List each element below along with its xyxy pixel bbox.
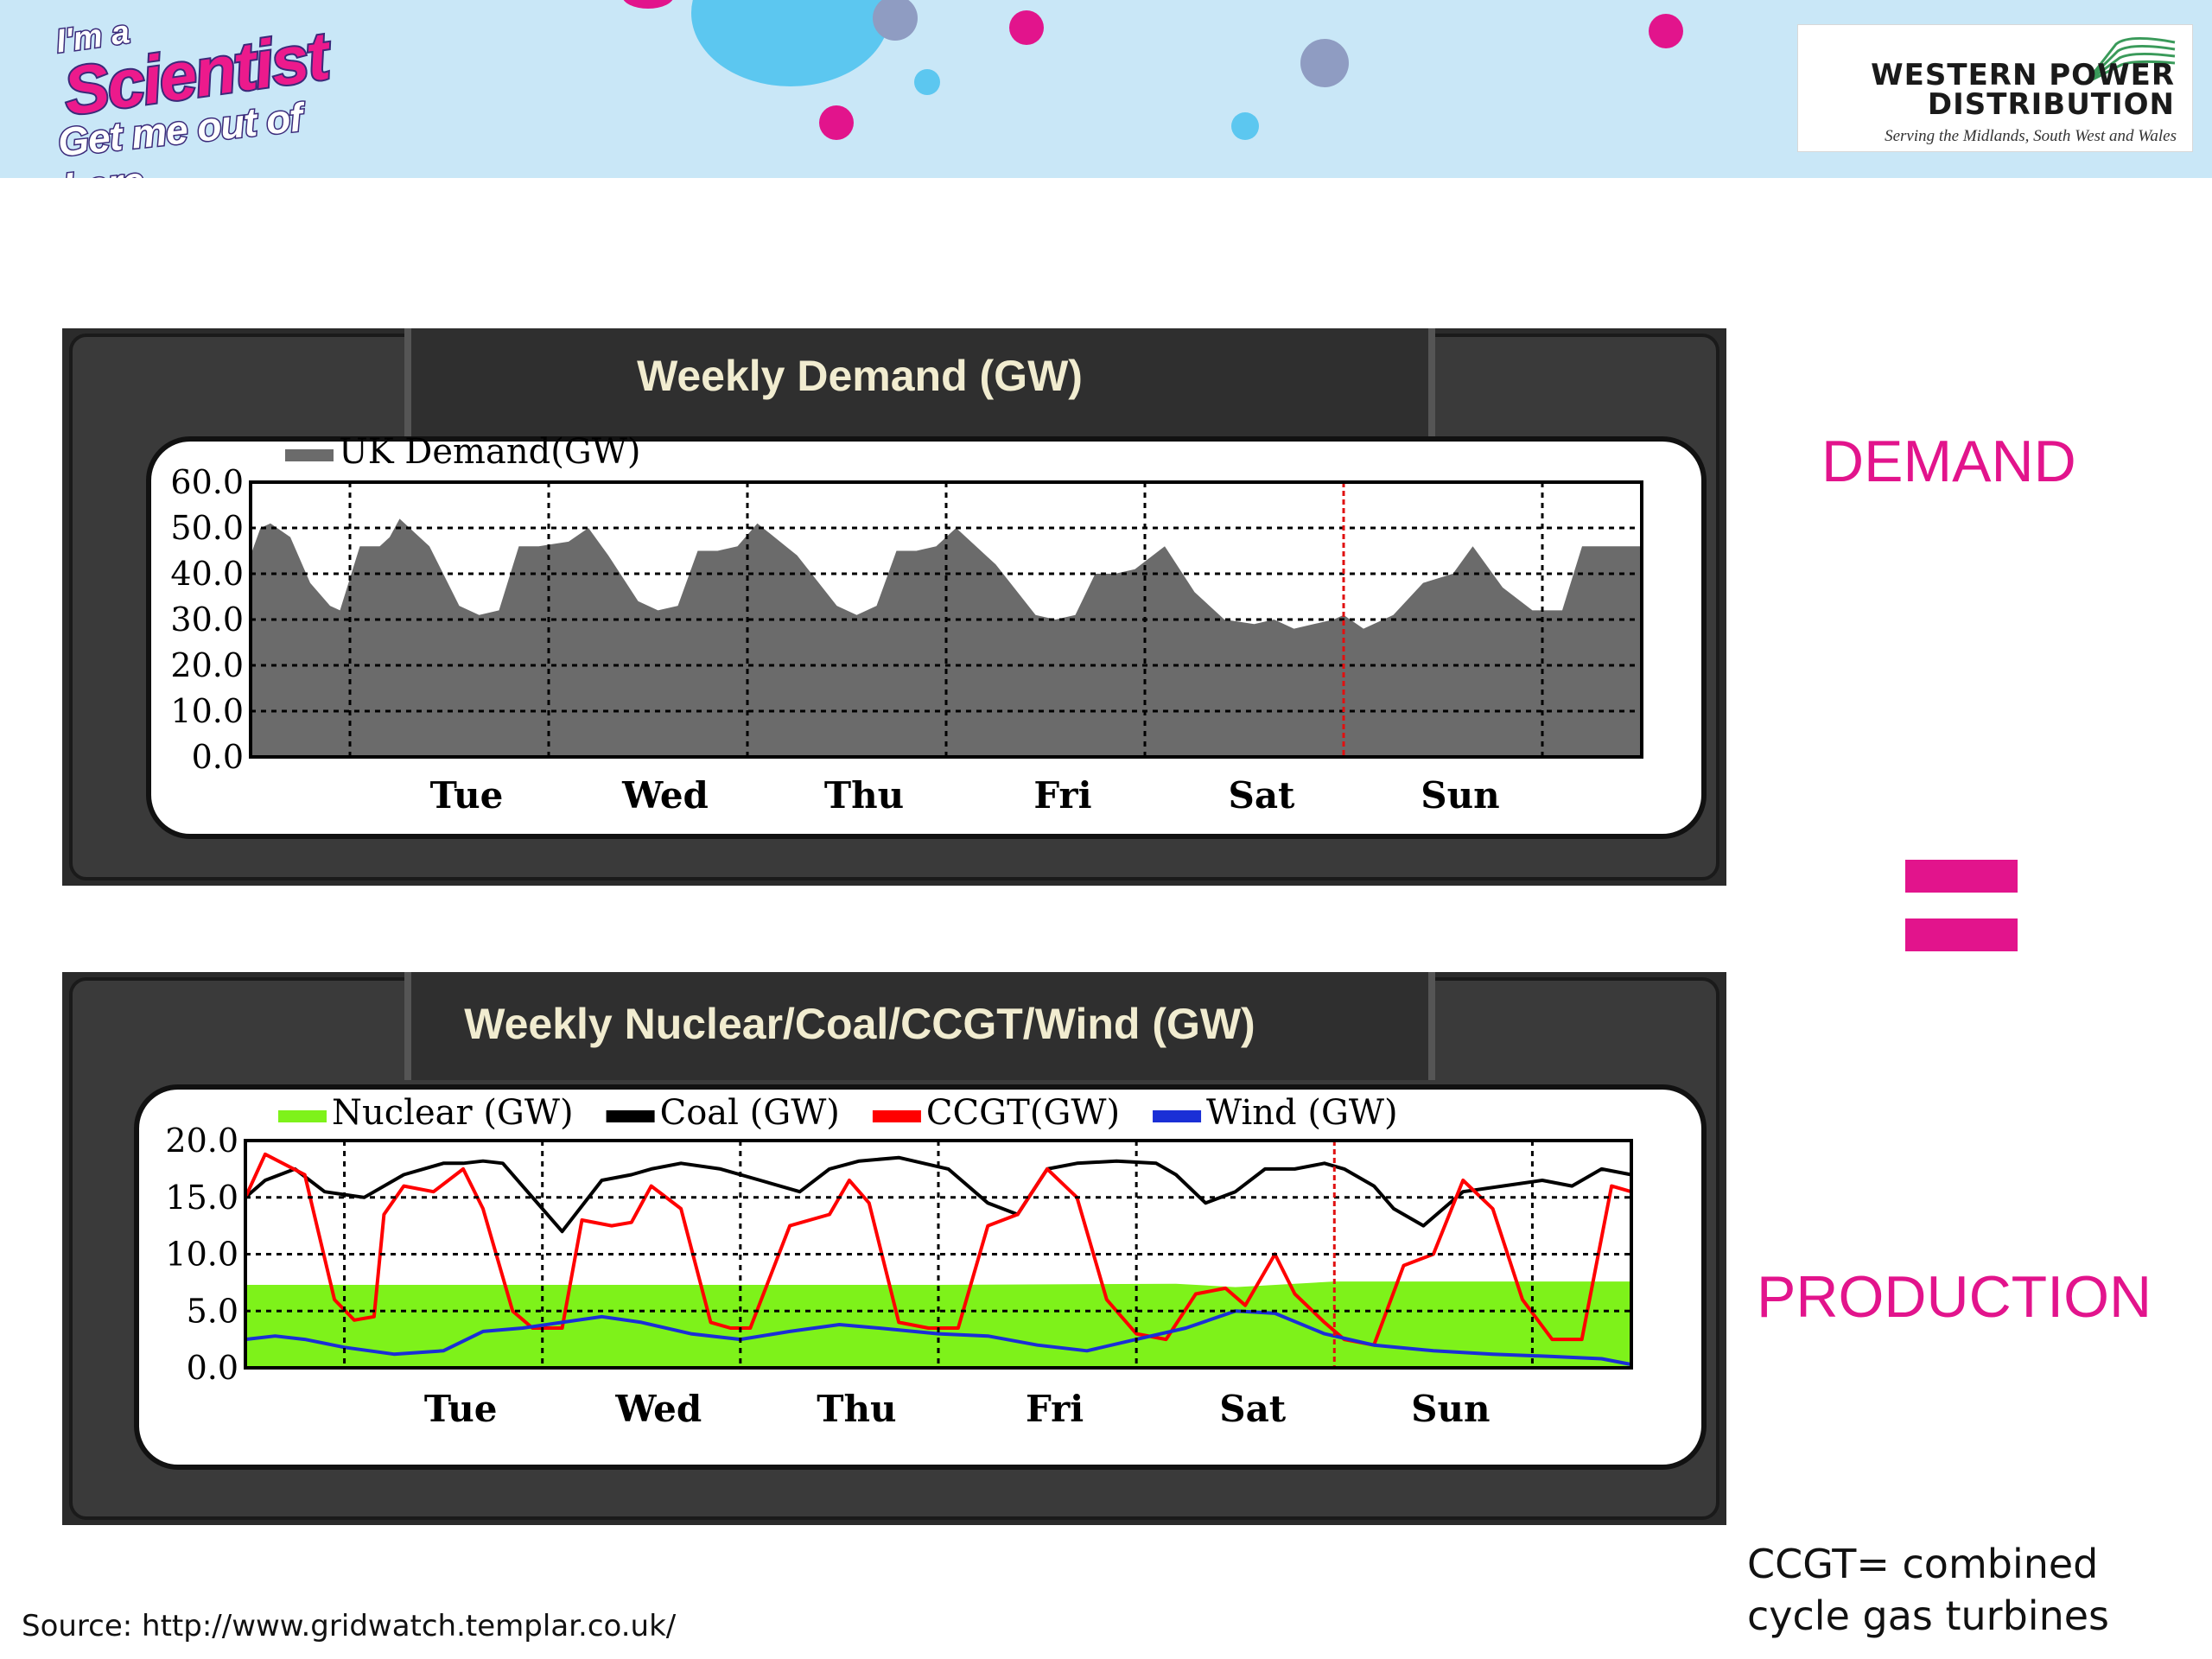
ccgt-note-line1: CCGT= combined	[1747, 1541, 2099, 1587]
equals-bar-top	[1905, 860, 2018, 893]
wpd-name-line2: DISTRIBUTION	[1927, 87, 2175, 122]
series-line-3	[245, 1309, 1632, 1367]
legend-label-3: Wind (GW)	[1206, 1093, 1398, 1133]
source-citation: Source: http://www.gridwatch.templar.co.…	[22, 1609, 677, 1643]
demand-chart-panel: Weekly Demand (GW) 0.0 10.0 20.0 30.0 40.0 50.…	[62, 328, 1726, 886]
western-power-logo: WESTERN POWER DISTRIBUTION Serving the M…	[1797, 24, 2193, 152]
legend-label-0: Nuclear (GW)	[332, 1093, 574, 1133]
legend-swatch-1	[606, 1110, 655, 1122]
y-tick-label: 5.0	[187, 1292, 238, 1330]
chart-title: Weekly Demand (GW)	[637, 352, 1083, 400]
im-a-scientist-logo: I'm a Scientist Get me out of here	[48, 13, 385, 178]
legend-swatch-0	[285, 449, 334, 461]
ccgt-note-line2: cycle gas turbines	[1747, 1592, 2109, 1639]
ccgt-note: CCGT= combined cycle gas turbines	[1747, 1538, 2109, 1642]
plot-border	[249, 480, 1643, 759]
y-tick-label: 20.0	[165, 1122, 238, 1160]
y-tick-label: 15.0	[165, 1179, 238, 1217]
decor-bubble	[1300, 39, 1349, 87]
equals-bar-bottom	[1905, 918, 2018, 951]
x-tick-label-sun: Sun	[1411, 1388, 1490, 1430]
series-line-1	[244, 1155, 1632, 1234]
y-tick-label: 20.0	[170, 646, 244, 684]
chart-title: Weekly Nuclear/Coal/CCGT/Wind (GW)	[464, 1000, 1255, 1048]
y-tick-label: 10.0	[165, 1236, 238, 1274]
decor-bubble	[691, 0, 890, 86]
decor-bubble	[873, 0, 918, 41]
series-area-0	[245, 1281, 1631, 1368]
legend-label-1: Coal (GW)	[660, 1093, 840, 1133]
equals-sign	[1905, 860, 2018, 977]
y-tick-label: 30.0	[170, 601, 244, 639]
x-tick-label-fri: Fri	[1026, 1388, 1084, 1430]
decor-bubble	[622, 0, 674, 9]
demand-chart: Weekly Demand (GW) 0.0 10.0 20.0 30.0 40.0 50.…	[62, 328, 1726, 886]
legend-swatch-2	[872, 1110, 921, 1122]
y-tick-label: 10.0	[170, 692, 244, 730]
decor-bubble	[1231, 112, 1259, 140]
title-tab	[408, 972, 1432, 1080]
production-label: PRODUCTION	[1757, 1264, 2152, 1330]
title-tab	[408, 328, 1432, 436]
x-tick-label-thu: Thu	[817, 1388, 896, 1430]
decor-bubble	[1649, 14, 1683, 48]
y-tick-label: 40.0	[170, 555, 244, 593]
y-tick-label: 0.0	[187, 1349, 238, 1387]
x-tick-label-sat: Sat	[1229, 774, 1296, 817]
production-chart-panel: Weekly Nuclear/Coal/CCGT/Wind (GW) 0.0 5.0…	[62, 972, 1726, 1525]
plot-border	[244, 1139, 1633, 1370]
x-tick-label-sat: Sat	[1219, 1388, 1287, 1430]
decor-bubble	[1009, 10, 1044, 45]
x-tick-label-tue: Tue	[430, 774, 504, 817]
wpd-tagline: Serving the Midlands, South West and Wal…	[1885, 127, 2177, 145]
x-tick-label-wed: Wed	[614, 1388, 702, 1430]
header-banner: I'm a Scientist Get me out of here WESTE…	[0, 0, 2212, 178]
legend-label-2: CCGT(GW)	[926, 1093, 1120, 1133]
demand-label: DEMAND	[1821, 429, 2076, 494]
wpd-lines-icon	[2084, 36, 2176, 85]
y-tick-label: 60.0	[170, 463, 244, 501]
decor-bubble	[914, 69, 940, 95]
legend-swatch-0	[278, 1110, 327, 1122]
x-tick-label-thu: Thu	[824, 774, 904, 817]
y-tick-label: 0.0	[192, 738, 244, 776]
x-tick-label-wed: Wed	[621, 774, 709, 817]
series-line-2	[244, 1152, 1632, 1347]
legend-label-0: UK Demand(GW)	[339, 432, 640, 472]
wpd-name-line1: WESTERN POWER	[1871, 58, 2175, 92]
x-tick-label-fri: Fri	[1033, 774, 1091, 817]
production-chart: Weekly Nuclear/Coal/CCGT/Wind (GW) 0.0 5.0…	[62, 972, 1726, 1525]
legend-swatch-3	[1153, 1110, 1202, 1122]
x-tick-label-tue: Tue	[424, 1388, 498, 1430]
x-tick-label-sun: Sun	[1421, 774, 1499, 817]
y-tick-label: 50.0	[170, 509, 244, 547]
decor-bubble	[819, 105, 854, 140]
